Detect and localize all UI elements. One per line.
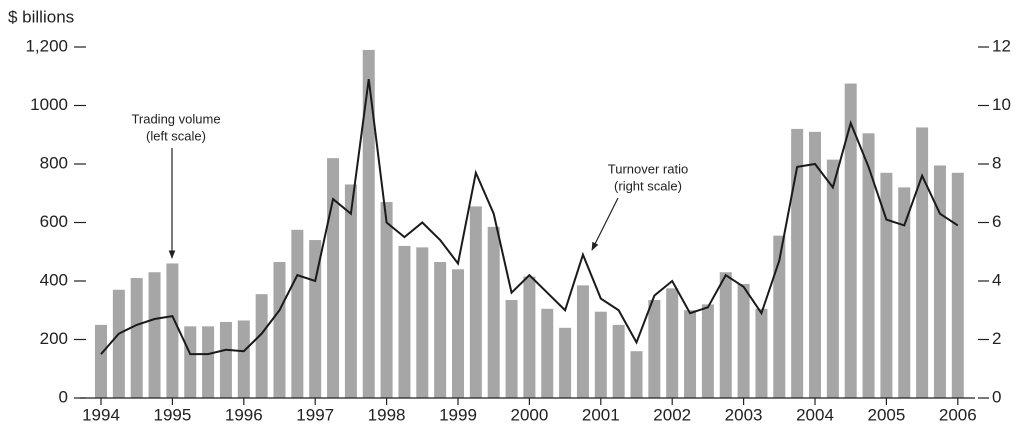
annotation: (right scale) xyxy=(614,178,682,193)
x-tick-label: 1994 xyxy=(82,405,120,424)
y2-tick-label: 12 xyxy=(992,36,1011,55)
arrow xyxy=(591,197,619,251)
bar xyxy=(95,324,107,398)
annotation: Turnover ratio xyxy=(608,161,688,176)
bar xyxy=(505,300,518,398)
bar xyxy=(809,131,821,398)
bar xyxy=(398,245,411,398)
bar xyxy=(219,321,232,398)
y-tick-label: 600 xyxy=(40,212,68,231)
x-tick-label: 1999 xyxy=(439,405,477,424)
bar xyxy=(951,172,964,398)
x-tick-label: 2004 xyxy=(796,405,834,424)
y2-tick-label: 8 xyxy=(992,153,1001,172)
bar xyxy=(255,294,268,398)
y-tick-label: 1000 xyxy=(30,95,68,114)
x-tick-label: 2002 xyxy=(653,405,691,424)
bar xyxy=(273,261,286,398)
bar xyxy=(898,187,911,398)
y2-tick-label: 10 xyxy=(992,95,1011,114)
line xyxy=(100,79,959,356)
bar xyxy=(933,165,946,398)
bar xyxy=(594,311,607,398)
bar xyxy=(666,288,679,398)
bar xyxy=(380,202,393,398)
bar xyxy=(166,263,179,398)
y2-tick-label: 6 xyxy=(992,212,1001,231)
bar xyxy=(452,269,464,398)
bar xyxy=(148,272,161,398)
bar xyxy=(684,310,697,398)
bar xyxy=(344,184,357,398)
x-tick-label: 2006 xyxy=(939,405,977,424)
bar xyxy=(237,320,250,398)
x-tick-label: 2000 xyxy=(510,405,548,424)
x-tick-label: 2001 xyxy=(582,405,620,424)
y-tick-label: 400 xyxy=(40,270,68,289)
bar xyxy=(416,247,429,398)
bar xyxy=(130,278,143,398)
x-tick-label: 1997 xyxy=(296,405,334,424)
bar xyxy=(701,304,714,398)
x-tick-label: 1998 xyxy=(368,405,406,424)
y2-tick-label: 0 xyxy=(992,387,1001,406)
bar xyxy=(184,326,197,398)
x-tick-label: 1996 xyxy=(225,405,263,424)
y2-tick-label: 4 xyxy=(992,270,1001,289)
bar xyxy=(541,308,554,398)
bar xyxy=(648,300,661,398)
bar xyxy=(112,289,125,398)
bar xyxy=(773,235,786,398)
bar xyxy=(791,128,804,398)
x-tick-label: 2005 xyxy=(867,405,905,424)
bar xyxy=(880,172,893,398)
annotation: Trading volume xyxy=(131,111,220,126)
bar xyxy=(630,351,643,398)
bar xyxy=(755,308,768,398)
y-tick-label: 0 xyxy=(59,387,68,406)
bar xyxy=(916,127,929,398)
x-tick-label: 1995 xyxy=(153,405,191,424)
bar xyxy=(202,326,215,398)
annotation: (left scale) xyxy=(146,128,206,143)
bar xyxy=(862,133,875,398)
bar xyxy=(719,272,732,398)
bar xyxy=(327,158,340,398)
bar xyxy=(523,276,536,398)
bar xyxy=(737,283,750,398)
bar xyxy=(559,327,572,398)
y-tick-label: 1,200 xyxy=(25,36,68,55)
bar xyxy=(434,261,447,398)
bar xyxy=(487,226,500,398)
y-tick-label: 200 xyxy=(40,329,68,348)
bar xyxy=(826,159,839,398)
x-tick-label: 2003 xyxy=(725,405,763,424)
bar xyxy=(469,206,482,398)
bar xyxy=(576,285,589,398)
bar xyxy=(612,324,625,398)
y2-tick-label: 2 xyxy=(992,329,1001,348)
y-tick-label: 800 xyxy=(40,153,68,172)
y-axis-label: $ billions xyxy=(8,7,74,26)
bar xyxy=(362,49,375,399)
bar xyxy=(291,229,304,398)
bar xyxy=(844,83,857,398)
